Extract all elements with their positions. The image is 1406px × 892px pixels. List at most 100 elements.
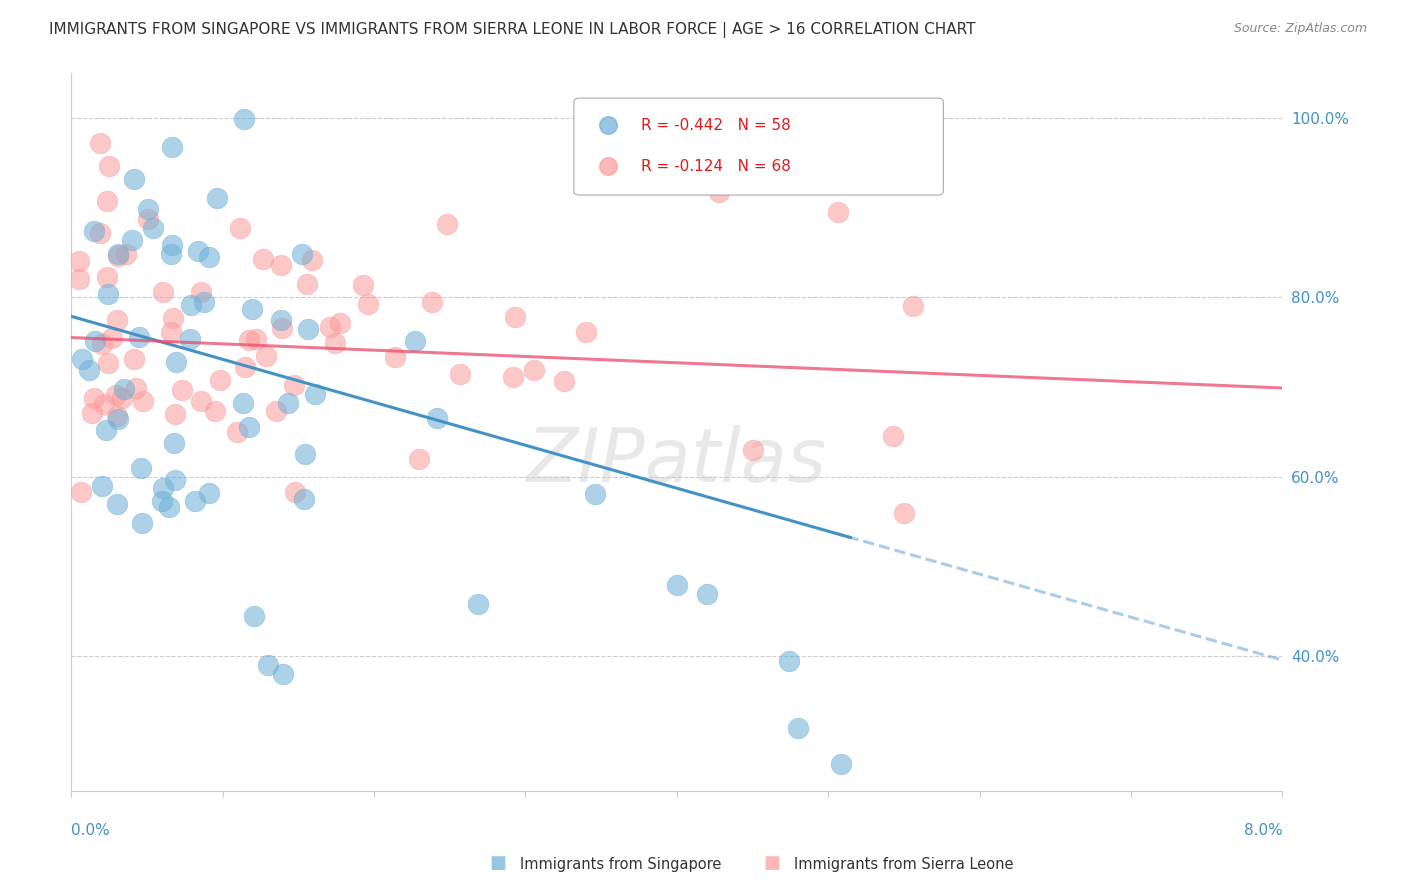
Point [190, 394, 212, 409]
Point [893, 506, 915, 520]
Point [240, 302, 263, 317]
Point [162, 311, 184, 326]
Point [170, 383, 193, 397]
Point [97, 287, 120, 301]
Point [238, 420, 260, 434]
Point [105, 409, 128, 423]
Point [150, 494, 173, 508]
Point [125, 381, 148, 395]
Point [404, 334, 426, 349]
Point [329, 316, 352, 330]
Point [243, 609, 266, 624]
Point [193, 295, 215, 310]
Point [291, 247, 314, 261]
Point [142, 220, 165, 235]
Point [502, 369, 524, 384]
Point [160, 140, 183, 154]
Point [319, 320, 342, 334]
Point [467, 598, 489, 612]
Text: ■: ■ [763, 855, 780, 872]
Point [128, 330, 150, 344]
Point [665, 577, 688, 591]
Point [90, 479, 112, 493]
Point [91, 336, 114, 351]
Point [100, 331, 122, 345]
Point [190, 285, 212, 300]
Point [105, 313, 128, 327]
Point [98, 159, 121, 173]
Point [270, 313, 292, 327]
Point [107, 247, 129, 261]
Text: 0.0%: 0.0% [72, 823, 110, 838]
Point [254, 350, 277, 364]
Point [112, 382, 135, 396]
Point [830, 757, 852, 772]
Point [264, 404, 287, 418]
Point [93, 396, 115, 410]
Point [111, 391, 134, 405]
Point [163, 473, 186, 487]
Point [301, 252, 323, 267]
Point [163, 407, 186, 421]
Text: R = -0.442   N = 58: R = -0.442 N = 58 [641, 118, 790, 133]
Point [70, 484, 93, 499]
Point [449, 367, 471, 381]
Point [124, 351, 146, 366]
Point [72, 352, 94, 367]
Point [89, 227, 111, 241]
Text: R = -0.124   N = 68: R = -0.124 N = 68 [641, 159, 790, 174]
Point [198, 486, 221, 500]
Point [709, 186, 731, 200]
Point [160, 325, 183, 339]
Point [96, 423, 118, 437]
Point [882, 429, 904, 443]
Point [384, 351, 406, 365]
Point [229, 221, 252, 235]
Point [436, 217, 458, 231]
Point [152, 481, 174, 495]
Point [121, 233, 143, 247]
Point [503, 310, 526, 324]
Point [426, 410, 449, 425]
Point [225, 425, 247, 439]
Point [270, 320, 292, 334]
Point [284, 485, 307, 500]
Point [107, 249, 129, 263]
Point [352, 277, 374, 292]
Point [77, 363, 100, 377]
Point [252, 252, 274, 266]
Point [304, 387, 326, 401]
Point [114, 246, 136, 260]
Point [205, 191, 228, 205]
Point [292, 492, 315, 507]
Point [97, 356, 120, 370]
Point [575, 325, 598, 339]
Point [96, 270, 118, 285]
Point [270, 258, 292, 272]
Point [184, 493, 207, 508]
Point [208, 373, 231, 387]
Point [827, 204, 849, 219]
Point [131, 516, 153, 531]
Point [903, 299, 925, 313]
Point [787, 721, 810, 735]
Point [67, 272, 90, 286]
Point [257, 658, 280, 673]
Point [160, 238, 183, 252]
Point [233, 359, 256, 374]
Point [67, 253, 90, 268]
Point [165, 355, 187, 369]
Point [89, 136, 111, 151]
Point [295, 277, 318, 291]
Point [198, 250, 221, 264]
Point [283, 377, 305, 392]
Point [80, 406, 103, 420]
Point [96, 194, 118, 209]
Text: Immigrants from Singapore: Immigrants from Singapore [520, 857, 721, 872]
Point [132, 394, 155, 409]
Point [83, 224, 105, 238]
Point [129, 461, 152, 475]
Point [585, 486, 607, 500]
Point [204, 403, 226, 417]
Point [83, 334, 105, 349]
